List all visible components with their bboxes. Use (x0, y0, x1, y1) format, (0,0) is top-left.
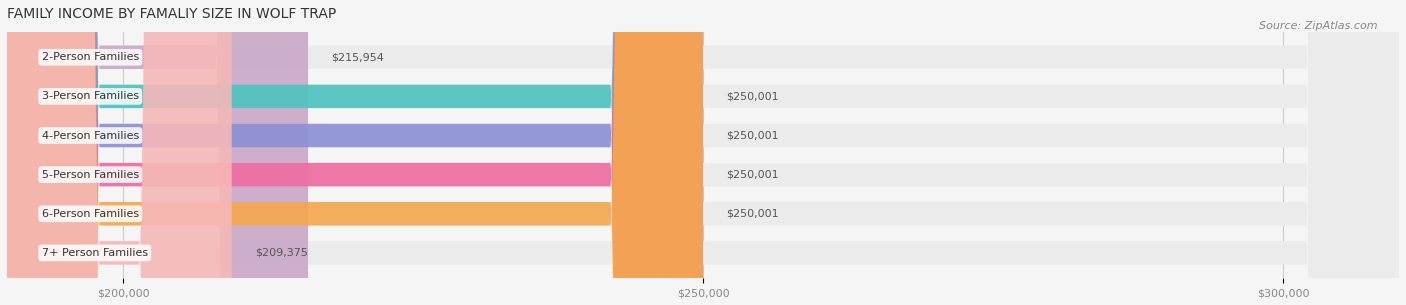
FancyBboxPatch shape (7, 0, 1399, 305)
FancyBboxPatch shape (7, 0, 1399, 305)
Text: 3-Person Families: 3-Person Families (42, 92, 139, 101)
FancyBboxPatch shape (7, 0, 1399, 305)
FancyBboxPatch shape (7, 0, 1399, 305)
FancyBboxPatch shape (7, 0, 703, 305)
Text: $209,375: $209,375 (254, 248, 308, 258)
FancyBboxPatch shape (7, 0, 1399, 305)
FancyBboxPatch shape (7, 0, 703, 305)
FancyBboxPatch shape (7, 0, 308, 305)
Text: 6-Person Families: 6-Person Families (42, 209, 139, 219)
FancyBboxPatch shape (7, 0, 232, 305)
Text: $250,001: $250,001 (727, 131, 779, 141)
Text: $250,001: $250,001 (727, 170, 779, 180)
Text: $250,001: $250,001 (727, 209, 779, 219)
Text: 2-Person Families: 2-Person Families (42, 52, 139, 62)
Text: 5-Person Families: 5-Person Families (42, 170, 139, 180)
Text: Source: ZipAtlas.com: Source: ZipAtlas.com (1260, 21, 1378, 31)
Text: FAMILY INCOME BY FAMALIY SIZE IN WOLF TRAP: FAMILY INCOME BY FAMALIY SIZE IN WOLF TR… (7, 7, 336, 21)
FancyBboxPatch shape (7, 0, 703, 305)
FancyBboxPatch shape (7, 0, 1399, 305)
FancyBboxPatch shape (7, 0, 703, 305)
Text: $215,954: $215,954 (332, 52, 384, 62)
Text: 7+ Person Families: 7+ Person Families (42, 248, 148, 258)
Text: 4-Person Families: 4-Person Families (42, 131, 139, 141)
Text: $250,001: $250,001 (727, 92, 779, 101)
